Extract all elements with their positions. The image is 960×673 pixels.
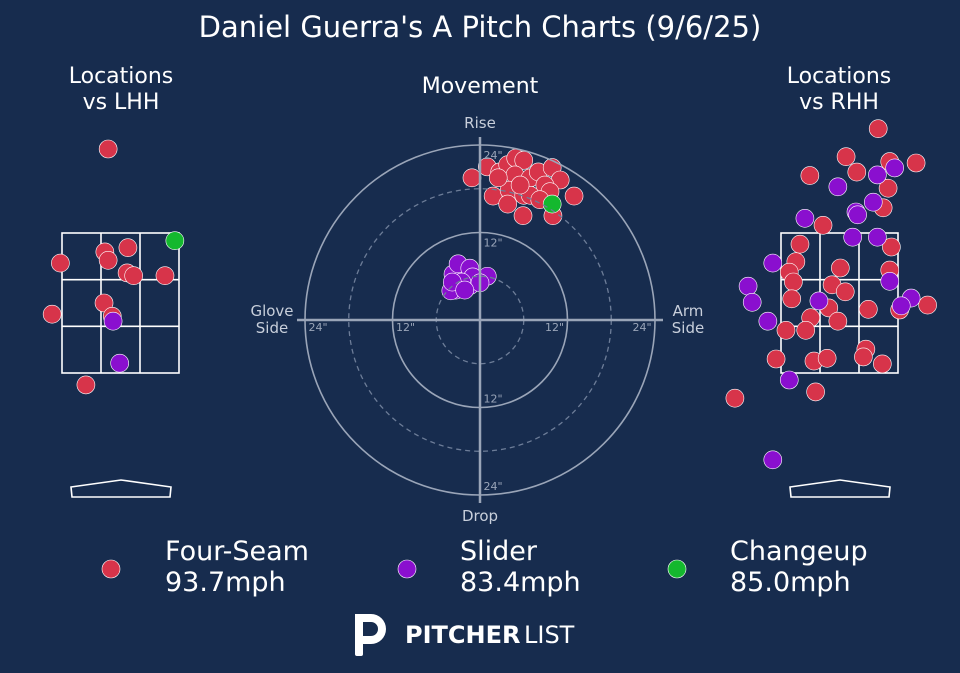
pitch-point xyxy=(462,168,482,188)
pitch-point xyxy=(42,304,62,324)
pitch-point xyxy=(843,227,862,247)
pitch-point xyxy=(880,271,900,291)
pitch-point xyxy=(165,231,185,250)
main-title: Daniel Guerra's A Pitch Charts (9/6/25) xyxy=(198,10,762,44)
pitch-point xyxy=(488,168,508,188)
pitch-point xyxy=(847,162,867,182)
axis-label: Rise xyxy=(464,114,496,132)
pitch-point xyxy=(868,165,887,185)
pitch-point xyxy=(817,348,837,368)
legend-marker xyxy=(397,559,417,579)
r-tick-label: 12" xyxy=(396,321,415,334)
pitch-point xyxy=(758,311,778,331)
legend-velocity: 85.0mph xyxy=(730,567,851,598)
pitch-point xyxy=(124,266,143,286)
pitch-point xyxy=(498,194,518,214)
pitch-point xyxy=(854,347,873,367)
pitch-point xyxy=(835,282,855,302)
pitch-point xyxy=(868,119,888,138)
logo-text: PITCHER xyxy=(405,621,520,649)
pitch-point xyxy=(738,276,758,296)
r-tick-label: 12" xyxy=(483,237,502,250)
pitch-point xyxy=(98,250,118,270)
axis-label: Arm Side xyxy=(671,302,705,337)
r-tick-label: 24" xyxy=(483,480,502,493)
pitch-point xyxy=(742,292,762,312)
pitch-point xyxy=(510,175,530,195)
pitch-point xyxy=(891,296,911,316)
panel-title: Locations vs RHH xyxy=(786,64,892,116)
pitch-point xyxy=(766,349,786,369)
r-tick-label: 12" xyxy=(483,393,502,406)
legend-name: Changeup xyxy=(730,536,868,567)
pitch-point xyxy=(828,177,848,197)
pitch-point xyxy=(155,266,175,286)
pitch-point xyxy=(831,258,850,278)
pitch-point xyxy=(873,354,892,374)
pitch-point xyxy=(51,253,70,273)
r-tick-label: 24" xyxy=(308,321,327,334)
legend-marker xyxy=(101,559,121,579)
pitch-point xyxy=(885,158,904,178)
r-tick-label: 12" xyxy=(545,321,564,334)
pitch-point xyxy=(784,272,803,292)
pitch-point xyxy=(76,375,96,395)
pitch-point xyxy=(836,147,856,166)
pitch-point xyxy=(863,192,883,212)
legend-velocity: 83.4mph xyxy=(460,567,581,598)
legend-name: Slider xyxy=(460,536,537,567)
r-tick-label: 24" xyxy=(632,321,651,334)
legend-name: Four-Seam xyxy=(165,536,309,567)
pitch-point xyxy=(800,166,820,185)
pitch-point xyxy=(782,289,802,309)
r-tick-label: 24" xyxy=(483,149,502,162)
pitch-point xyxy=(725,388,745,408)
pitch-point xyxy=(779,370,799,390)
pitch-point xyxy=(882,237,901,257)
pitch-point xyxy=(103,311,123,331)
pitch-point xyxy=(848,205,867,225)
pitch-point xyxy=(813,216,833,235)
logo-text: LIST xyxy=(524,621,575,649)
pitch-point xyxy=(868,227,887,247)
pitch-point xyxy=(906,153,926,173)
pitch-point xyxy=(542,194,562,214)
pitch-point xyxy=(796,320,816,340)
panel-title: Locations vs LHH xyxy=(68,64,174,116)
axis-label: Glove Side xyxy=(250,302,294,337)
pitch-point xyxy=(795,209,815,228)
points xyxy=(42,119,937,470)
pitch-point xyxy=(809,291,829,311)
pitch-point xyxy=(98,139,118,159)
legend-velocity: 93.7mph xyxy=(165,567,286,598)
pitch-point xyxy=(828,311,848,331)
pitch-point xyxy=(776,320,796,340)
logo-icon xyxy=(355,614,386,656)
pitch-point xyxy=(806,382,825,402)
pitch-point xyxy=(878,178,898,198)
pitch-point xyxy=(513,206,533,226)
pitch-point xyxy=(859,299,878,319)
panel-title: Movement xyxy=(421,74,539,99)
pitch-point xyxy=(790,234,810,254)
pitch-point xyxy=(918,295,937,315)
pitch-point xyxy=(763,450,783,470)
legend-marker xyxy=(667,559,687,579)
pitch-point xyxy=(110,353,129,373)
pitch-point xyxy=(455,280,474,300)
axis-label: Drop xyxy=(461,507,499,525)
pitch-point xyxy=(118,238,138,257)
pitch-point xyxy=(763,253,783,273)
pitch-point xyxy=(564,186,584,206)
